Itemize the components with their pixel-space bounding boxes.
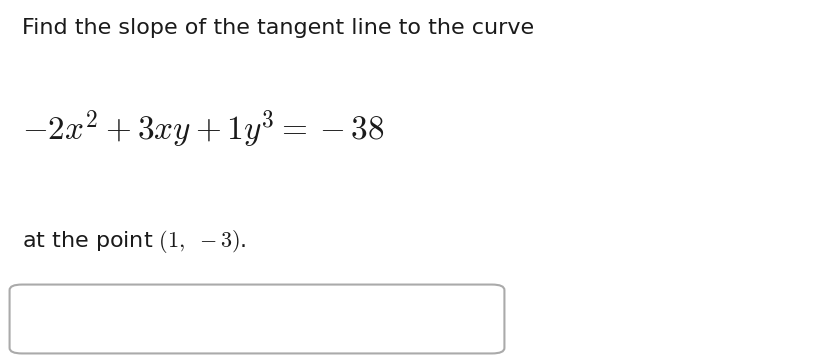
- Text: at the point $(1,\ -3)$.: at the point $(1,\ -3)$.: [22, 228, 246, 255]
- Text: $-2x^2 + 3xy + 1y^3 =  - 38$: $-2x^2 + 3xy + 1y^3 = - 38$: [22, 108, 385, 150]
- Text: Find the slope of the tangent line to the curve: Find the slope of the tangent line to th…: [22, 18, 533, 38]
- FancyBboxPatch shape: [10, 285, 504, 354]
